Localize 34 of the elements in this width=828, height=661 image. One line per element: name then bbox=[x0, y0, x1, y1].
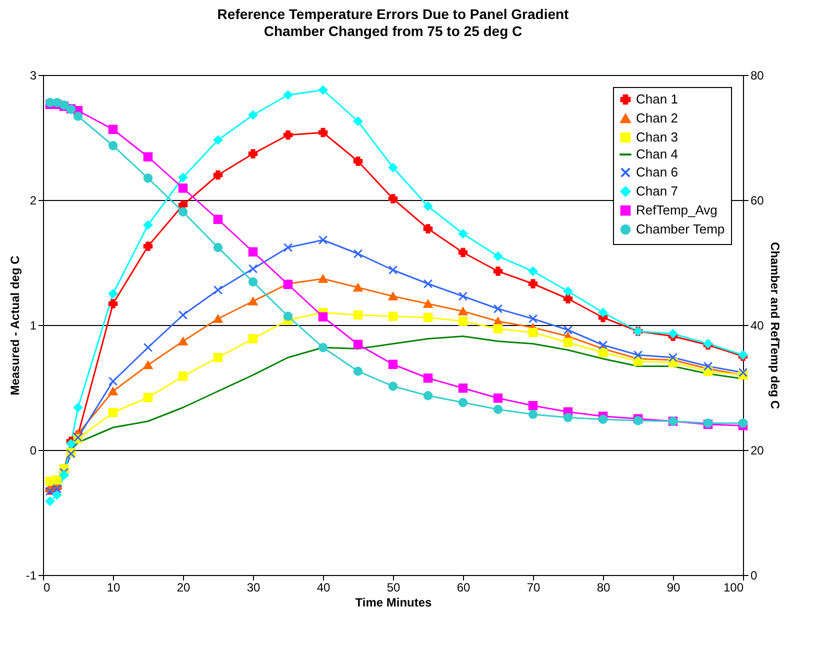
y2-tick-label: 20 bbox=[750, 444, 764, 458]
legend-label: Chan 2 bbox=[636, 110, 678, 126]
legend-label: Chan 4 bbox=[636, 146, 678, 162]
legend-label: Chan 1 bbox=[636, 92, 678, 106]
x-tick-label: 100 bbox=[723, 580, 744, 594]
y-tick-label: 1 bbox=[30, 318, 37, 332]
legend-label: Chan 7 bbox=[636, 184, 678, 198]
x-tick-label: 20 bbox=[176, 580, 190, 594]
y-tick-label: 2 bbox=[30, 194, 37, 208]
x-tick-label: 90 bbox=[666, 580, 680, 594]
y-tick-label: 3 bbox=[30, 68, 37, 82]
chart-title: Reference Temperature Errors Due to Panel Gradient bbox=[217, 6, 570, 22]
x-tick-label: 50 bbox=[386, 580, 400, 594]
x-axis-title: Time Minutes bbox=[355, 596, 432, 610]
x-tick-label: 10 bbox=[106, 580, 120, 594]
y-tick-label: -1 bbox=[26, 568, 37, 582]
y2-tick-label: 60 bbox=[750, 194, 764, 208]
x-tick-label: 60 bbox=[456, 580, 470, 594]
x-tick-label: 30 bbox=[246, 580, 260, 594]
x-tick-label: 0 bbox=[44, 580, 50, 594]
legend-label: RefTemp_Avg bbox=[636, 202, 718, 218]
y2-tick-label: 0 bbox=[750, 568, 758, 582]
y2-tick-label: 40 bbox=[750, 318, 764, 332]
chart-subtitle: Chamber Changed from 75 to 25 deg C bbox=[264, 23, 522, 39]
legend-label: Chan 6 bbox=[636, 164, 678, 180]
y-axis-title: Measured - Actual deg C bbox=[8, 255, 22, 396]
y2-axis-title: Chamber and RefTemp deg C bbox=[768, 242, 782, 410]
x-tick-label: 80 bbox=[596, 580, 610, 594]
legend-label: Chamber Temp bbox=[636, 222, 725, 236]
legend-label: Chan 3 bbox=[636, 130, 678, 144]
y2-tick-label: 80 bbox=[750, 68, 764, 82]
x-tick-label: 70 bbox=[526, 580, 540, 594]
y-tick-label: 0 bbox=[30, 444, 37, 458]
x-tick-label: 40 bbox=[316, 580, 330, 594]
